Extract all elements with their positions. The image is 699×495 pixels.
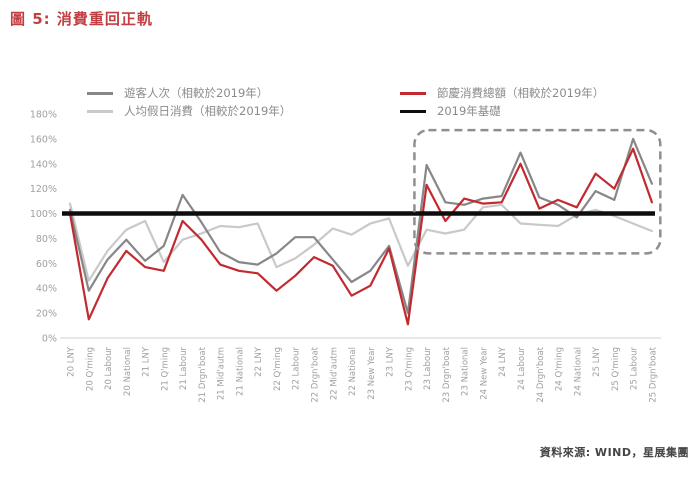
y-axis-tick-label: 160%: [30, 134, 57, 145]
y-axis-tick-label: 20%: [36, 309, 57, 320]
x-axis-tick-label: 24 LNY: [498, 346, 508, 377]
x-axis-tick-label: 24 Drgn'boat: [536, 346, 546, 402]
x-axis-tick-label: 22 Q'ming: [273, 347, 283, 391]
x-axis-tick-label: 25 Labour: [630, 347, 640, 390]
x-axis-tick-label: 20 LNY: [67, 346, 77, 377]
baseline-line-swatch-icon: [400, 109, 426, 113]
x-axis-tick-label: 22 Drgn'boat: [311, 346, 321, 402]
x-axis-tick-label: 25 Drgn'boat: [648, 346, 658, 402]
x-axis-tick-label: 21 Drgn'boat: [198, 346, 208, 402]
y-axis-tick-label: 80%: [36, 234, 57, 245]
chart-legend: 遊客人次（相較於2019年） 人均假日消費（相較於2019年） 節慶消費總額（相…: [0, 82, 699, 126]
x-axis-tick-label: 20 National: [123, 347, 133, 396]
y-axis-tick-label: 40%: [36, 284, 57, 295]
x-axis-tick-label: 22 LNY: [254, 346, 264, 377]
series-line-per_capita: [68, 202, 654, 282]
x-axis-tick-label: 24 National: [573, 347, 583, 396]
x-axis-tick-label: 24 New Year: [479, 347, 489, 400]
y-axis-tick-label: 60%: [36, 259, 57, 270]
x-axis-tick-label: 25 Q'ming: [611, 347, 621, 391]
y-axis-tick-label: 140%: [30, 159, 57, 170]
x-axis-tick-label: 21 Mid'autm: [217, 347, 227, 400]
source-note: 資料來源: WIND，星展集團: [539, 446, 689, 459]
x-axis-tick-label: 20 Q'ming: [85, 347, 95, 391]
highlight-dashed-box: [413, 128, 662, 255]
x-axis-tick-label: 21 National: [235, 347, 245, 396]
y-axis-tick-label: 180%: [30, 109, 57, 120]
visitor-line-swatch-icon: [87, 91, 113, 95]
x-axis-tick-label: 24 Labour: [517, 347, 527, 390]
x-axis-tick-label: 24 Q'ming: [555, 347, 565, 391]
legend-label-per-capita: 人均假日消費（相較於2019年）: [124, 104, 292, 118]
series-line-total: [68, 147, 654, 326]
legend-label-visitor: 遊客人次（相較於2019年）: [124, 86, 269, 100]
x-axis-tick-label: 22 Mid'autm: [329, 347, 339, 400]
x-axis-tick-label: 23 Q'ming: [404, 347, 414, 391]
per-capita-line-swatch-icon: [87, 109, 113, 113]
total-line-swatch-icon: [400, 91, 426, 95]
legend-item-total: 節慶消費總額（相較於2019年）: [400, 85, 604, 101]
x-axis-tick-label: 21 LNY: [142, 346, 152, 377]
x-axis-tick-label: 25 LNY: [592, 346, 602, 377]
x-axis-tick-label: 23 National: [461, 347, 471, 396]
legend-label-total: 節慶消費總額（相較於2019年）: [437, 86, 605, 100]
x-axis-tick-label: 22 Labour: [292, 347, 302, 390]
series-line-visitor: [68, 137, 654, 315]
legend-item-per-capita: 人均假日消費（相較於2019年）: [87, 103, 291, 119]
x-axis-tick-label: 20 Labour: [104, 347, 114, 390]
legend-item-visitor: 遊客人次（相較於2019年）: [87, 85, 268, 101]
figure-title: 圖 5: 消費重回正軌: [10, 10, 153, 28]
y-axis-tick-label: 120%: [30, 184, 57, 195]
y-axis-tick-label: 0%: [42, 334, 57, 345]
x-axis-tick-label: 22 National: [348, 347, 358, 396]
x-axis-tick-label: 21 Q'ming: [160, 347, 170, 391]
legend-label-baseline: 2019年基礎: [437, 104, 501, 118]
x-axis-tick-label: 23 Drgn'boat: [442, 346, 452, 402]
x-axis-tick-label: 21 Labour: [179, 347, 189, 390]
y-axis-tick-label: 100%: [30, 209, 57, 220]
x-axis-tick-label: 23 LNY: [386, 346, 396, 377]
x-axis-tick-label: 23 New Year: [367, 347, 377, 400]
x-axis-tick-label: 23 Labour: [423, 347, 433, 390]
legend-item-baseline: 2019年基礎: [400, 103, 501, 119]
